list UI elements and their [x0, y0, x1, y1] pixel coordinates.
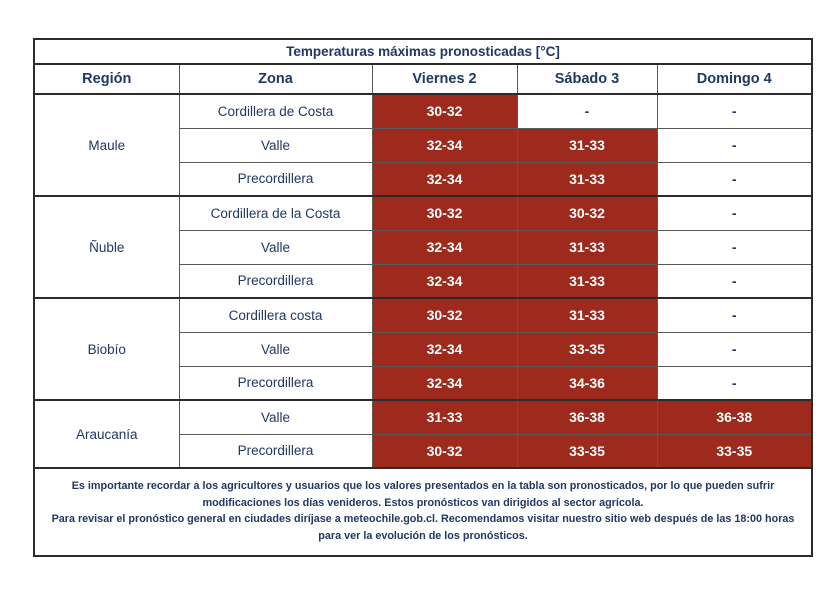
temp-cell: -: [516, 93, 658, 129]
column-header-zona: Zona: [178, 63, 373, 95]
temp-cell: -: [656, 297, 813, 333]
temp-cell: 32-34: [371, 263, 518, 299]
temp-cell: 30-32: [371, 93, 518, 129]
temp-cell: 30-32: [371, 195, 518, 231]
table-row: Precordillera 32-34 34-36 -: [34, 365, 813, 401]
temp-cell: 32-34: [371, 365, 518, 401]
table-row: Precordillera 32-34 31-33 -: [34, 263, 813, 299]
zone-label: Cordillera de Costa: [178, 93, 373, 129]
zone-label: Precordillera: [178, 433, 373, 469]
temp-cell: 31-33: [516, 229, 658, 265]
region-label-biobio: Biobío: [33, 297, 180, 401]
column-header-region: Región: [33, 63, 180, 95]
temp-cell: -: [656, 229, 813, 265]
forecast-sheet: Temperaturas máximas pronosticadas [°C] …: [33, 38, 813, 557]
footer-note-paragraph-1: Es importante recordar a los agricultore…: [71, 480, 775, 509]
temp-cell: 31-33: [371, 399, 518, 435]
table-row: Valle 32-34 31-33 -: [34, 229, 813, 265]
table-row: Valle 32-34 33-35 -: [34, 331, 813, 367]
zone-label: Precordillera: [178, 161, 373, 197]
table-title-row: Temperaturas máximas pronosticadas [°C]: [33, 38, 813, 65]
temp-cell: 30-32: [371, 297, 518, 333]
temp-cell: 32-34: [371, 331, 518, 367]
zone-label: Precordillera: [178, 263, 373, 299]
table-row: Araucanía Valle 31-33 36-38 36-38: [33, 399, 813, 469]
temp-cell: 31-33: [516, 297, 658, 333]
temp-cell: 33-35: [656, 433, 813, 469]
temp-cell: 33-35: [516, 331, 658, 367]
column-header-sabado: Sábado 3: [516, 63, 658, 95]
table-row: Precordillera 30-32 33-35 33-35: [34, 433, 813, 469]
temp-cell: -: [656, 195, 813, 231]
table-row: Ñuble Cordillera de la Costa 30-32 30-32…: [33, 195, 813, 299]
temp-cell: 31-33: [516, 263, 658, 299]
temp-cell: 34-36: [516, 365, 658, 401]
temp-cell: -: [656, 93, 813, 129]
zone-label: Precordillera: [178, 365, 373, 401]
temp-cell: 30-32: [516, 195, 658, 231]
zone-label: Cordillera costa: [178, 297, 373, 333]
temp-cell: 32-34: [371, 229, 518, 265]
forecast-table: Temperaturas máximas pronosticadas [°C] …: [33, 38, 813, 557]
zone-label: Valle: [178, 127, 373, 163]
temp-cell: 36-38: [656, 399, 813, 435]
column-header-viernes: Viernes 2: [371, 63, 518, 95]
table-row: Precordillera 32-34 31-33 -: [34, 161, 813, 197]
temp-cell: 32-34: [371, 161, 518, 197]
temp-cell: -: [656, 331, 813, 367]
temp-cell: 36-38: [516, 399, 658, 435]
temp-cell: -: [656, 263, 813, 299]
temp-cell: 30-32: [371, 433, 518, 469]
temp-cell: -: [656, 365, 813, 401]
temp-cell: 31-33: [516, 161, 658, 197]
temp-cell: -: [656, 127, 813, 163]
table-row: Maule Cordillera de Costa 30-32 - -: [33, 93, 813, 197]
footer-note-row: Es importante recordar a los agricultore…: [33, 467, 813, 557]
table-header-row: Región Zona Viernes 2 Sábado 3 Domingo 4: [33, 63, 813, 95]
temp-cell: -: [656, 161, 813, 197]
temp-cell: 31-33: [516, 127, 658, 163]
zone-label: Cordillera de la Costa: [178, 195, 373, 231]
region-label-nuble: Ñuble: [33, 195, 180, 299]
column-header-domingo: Domingo 4: [656, 63, 813, 95]
table-row: Biobío Cordillera costa 30-32 31-33 -: [33, 297, 813, 401]
region-label-maule: Maule: [33, 93, 180, 197]
table-title: Temperaturas máximas pronosticadas [°C]: [33, 38, 813, 65]
table-row: Valle 32-34 31-33 -: [34, 127, 813, 163]
region-label-araucania: Araucanía: [33, 399, 180, 469]
temp-cell: 32-34: [371, 127, 518, 163]
footer-note-paragraph-2: Para revisar el pronóstico general en ci…: [51, 513, 795, 543]
zone-label: Valle: [178, 229, 373, 265]
footer-note: Es importante recordar a los agricultore…: [33, 467, 813, 557]
zone-label: Valle: [178, 399, 373, 435]
temp-cell: 33-35: [516, 433, 658, 469]
zone-label: Valle: [178, 331, 373, 367]
